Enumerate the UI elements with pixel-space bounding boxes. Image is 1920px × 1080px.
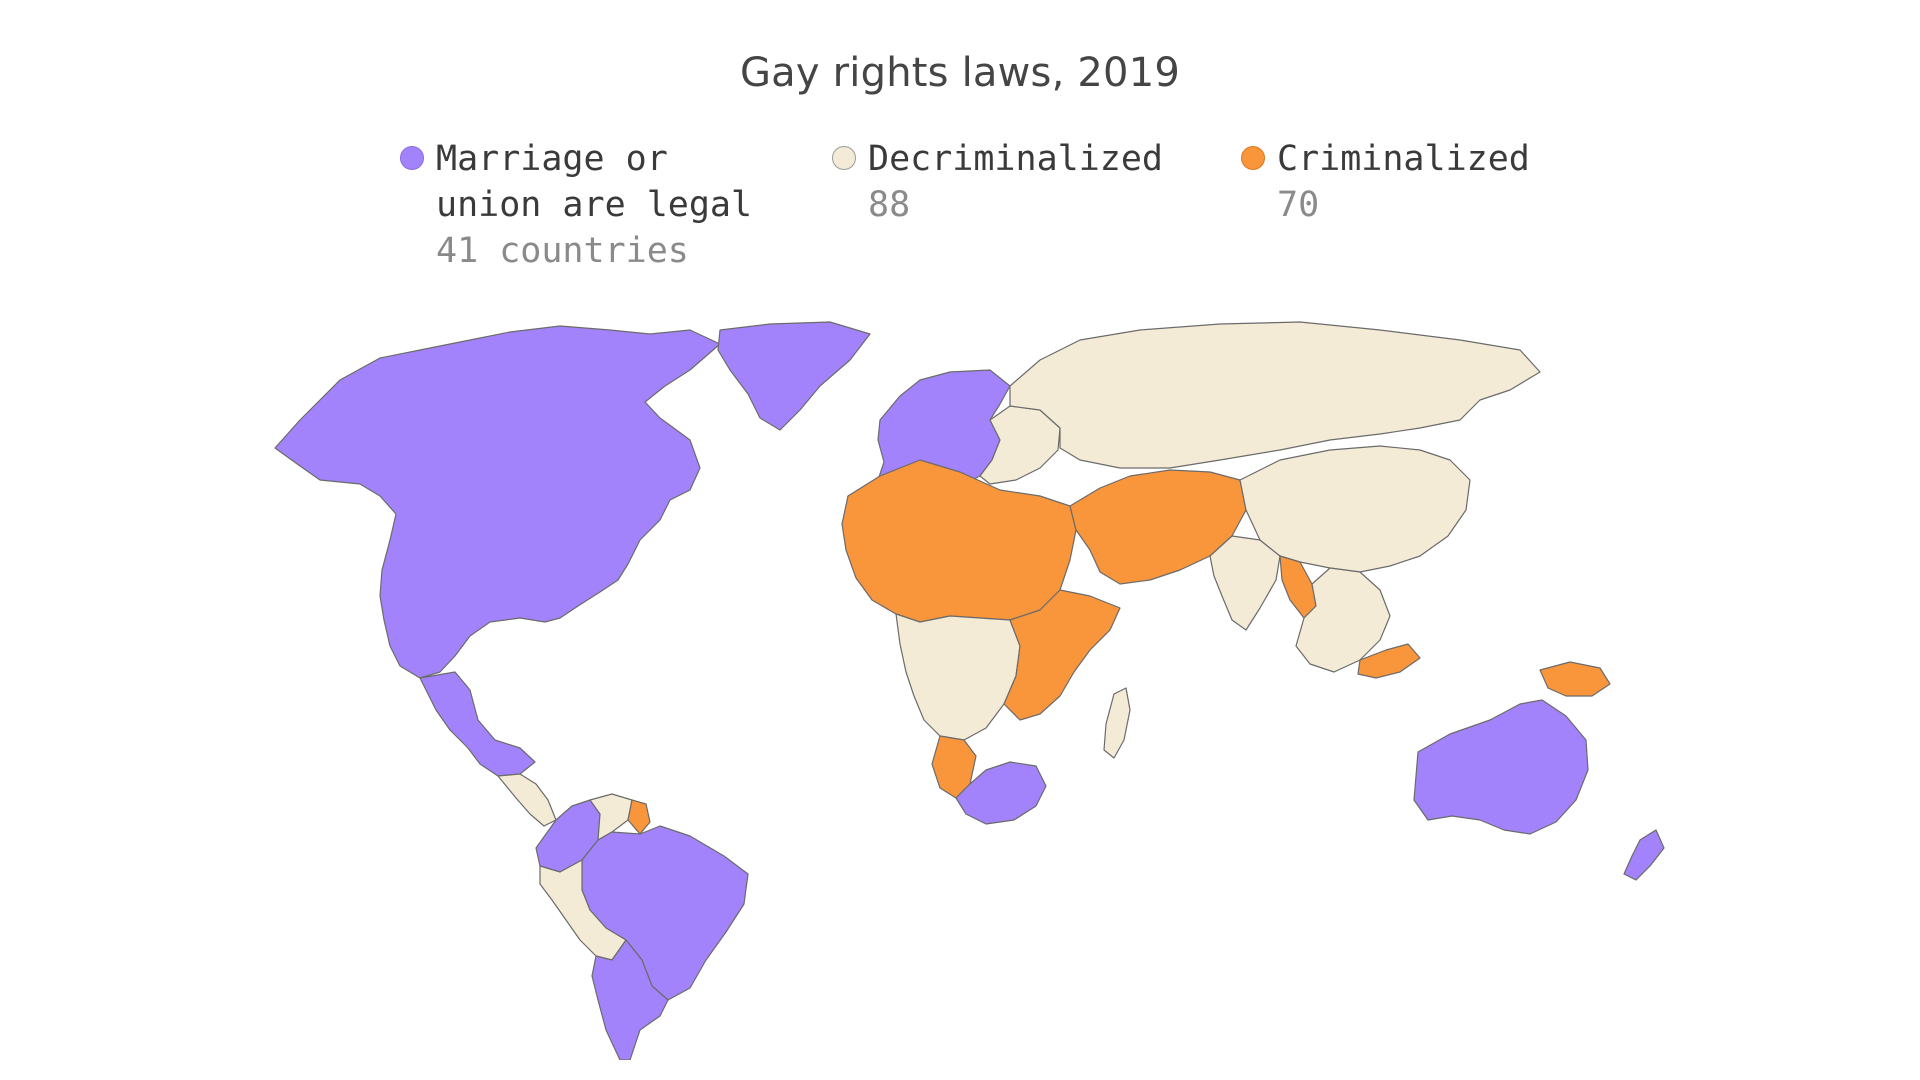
- region-china-east-asia[interactable]: [1239, 445, 1471, 573]
- legend-label-criminalized: Criminalized: [1277, 139, 1530, 179]
- region-russia-central-asia[interactable]: [1009, 321, 1541, 469]
- region-madagascar[interactable]: [1103, 687, 1131, 759]
- region-south-africa[interactable]: [955, 761, 1047, 825]
- region-north-africa-sahel[interactable]: [841, 459, 1077, 623]
- region-guyana[interactable]: [627, 799, 651, 835]
- region-venezuela[interactable]: [589, 793, 633, 841]
- region-north-america[interactable]: [274, 325, 721, 679]
- region-malaysia[interactable]: [1357, 643, 1421, 679]
- region-central-africa[interactable]: [895, 613, 1021, 741]
- region-papua-new-guinea[interactable]: [1539, 661, 1611, 697]
- chart-title: Gay rights laws, 2019: [739, 50, 1181, 96]
- region-myanmar[interactable]: [1279, 555, 1317, 619]
- legend-count-marriage: 41 countries: [436, 231, 689, 271]
- region-mexico[interactable]: [419, 671, 536, 777]
- legend-count-decriminalized: 88: [868, 185, 911, 225]
- legend-label-decriminalized: Decriminalized: [868, 139, 1164, 179]
- legend-label-marriage-line2: union are legal: [436, 185, 753, 225]
- region-central-america[interactable]: [497, 773, 557, 827]
- region-india[interactable]: [1209, 535, 1281, 631]
- region-southern-cone[interactable]: [591, 939, 669, 1060]
- legend-swatch-marriage: [400, 146, 424, 170]
- legend-swatch-criminalized: [1241, 146, 1265, 170]
- region-new-zealand[interactable]: [1623, 829, 1665, 881]
- region-greenland[interactable]: [717, 321, 871, 431]
- legend: Marriage or union are legal 41 countries…: [0, 136, 1920, 286]
- world-map: [274, 321, 1665, 1060]
- legend-count-criminalized: 70: [1277, 185, 1320, 225]
- region-east-africa[interactable]: [1003, 589, 1121, 721]
- region-australia[interactable]: [1413, 699, 1589, 835]
- legend-swatch-decriminalized: [832, 146, 856, 170]
- legend-label-marriage-line1: Marriage or: [436, 139, 668, 179]
